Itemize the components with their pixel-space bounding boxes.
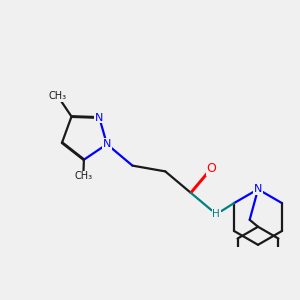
Text: CH₃: CH₃ [74,171,92,182]
Text: CH₃: CH₃ [48,92,66,101]
Text: H: H [212,209,220,219]
Text: O: O [206,162,216,175]
Text: N: N [103,139,111,149]
Text: N: N [254,184,262,194]
Text: N: N [95,112,103,122]
